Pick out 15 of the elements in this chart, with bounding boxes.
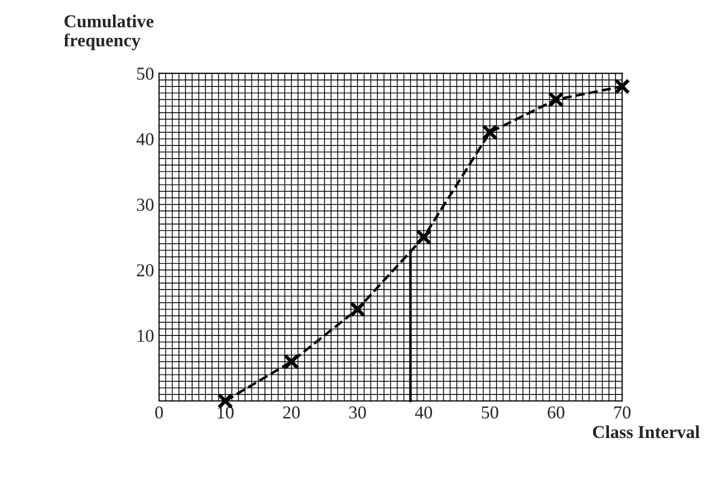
x-tick-label: 10 — [218, 406, 234, 419]
x-tick-label: 0 — [155, 406, 163, 419]
y-tick-label: 50 — [137, 68, 154, 80]
y-tick-label: 20 — [136, 264, 154, 276]
x-tick-label: 20 — [283, 406, 300, 419]
y-tick-label: 30 — [137, 198, 154, 211]
y-tick-label: 10 — [138, 330, 154, 342]
x-axis-title: Class Interval — [592, 425, 700, 438]
y-axis-title: Cumulative frequency — [64, 14, 154, 50]
x-tick-label: 30 — [349, 406, 366, 419]
x-tick-label: 40 — [415, 406, 432, 419]
x-tick-label: 70 — [614, 406, 630, 419]
x-tick-label: 50 — [482, 406, 498, 419]
y-tick-label: 40 — [136, 133, 154, 146]
x-tick-label: 60 — [548, 406, 564, 419]
